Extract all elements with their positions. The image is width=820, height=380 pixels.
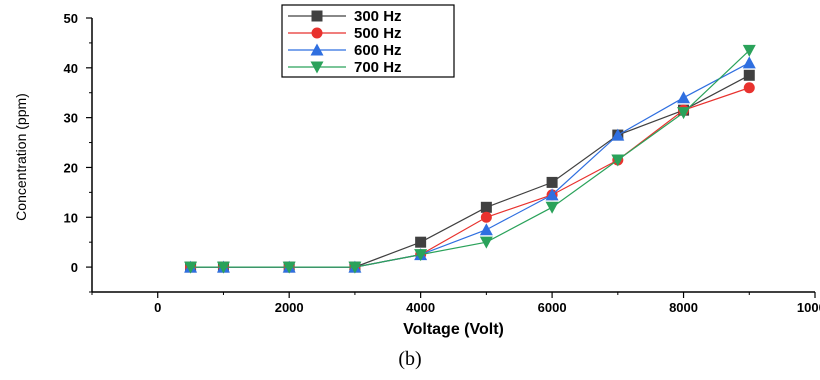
y-tick-label: 0 bbox=[71, 260, 78, 275]
x-tick-label: 2000 bbox=[275, 300, 304, 315]
data-point bbox=[743, 82, 755, 94]
data-point bbox=[480, 201, 492, 213]
series-300-hz bbox=[185, 69, 755, 273]
legend-label: 700 Hz bbox=[354, 59, 402, 76]
x-tick-label: 0 bbox=[154, 300, 161, 315]
y-axis-title: Concentration (ppm) bbox=[13, 93, 29, 221]
legend-marker bbox=[311, 10, 323, 22]
data-point bbox=[611, 128, 625, 141]
series-line bbox=[190, 62, 750, 268]
x-tick-label: 4000 bbox=[406, 300, 435, 315]
data-point bbox=[545, 188, 559, 201]
series-layer bbox=[184, 44, 756, 274]
data-point bbox=[742, 56, 756, 69]
figure-caption: (b) bbox=[398, 348, 422, 370]
series-600-hz bbox=[184, 56, 756, 273]
legend-label: 600 Hz bbox=[354, 42, 402, 59]
data-point bbox=[414, 249, 428, 262]
data-point bbox=[611, 154, 625, 167]
legend-marker bbox=[310, 43, 324, 56]
data-point bbox=[480, 211, 492, 223]
data-point bbox=[742, 44, 756, 57]
data-point bbox=[479, 236, 493, 249]
x-tick-label: 10000 bbox=[797, 300, 820, 315]
y-tick-label: 50 bbox=[64, 11, 78, 26]
legend-label: 500 Hz bbox=[354, 25, 402, 42]
data-point bbox=[479, 223, 493, 236]
data-point bbox=[415, 236, 427, 248]
axes: 0 10 20 30 40 50 0 2000 4000 6000 8000 10000 bbox=[64, 11, 820, 315]
data-point bbox=[677, 107, 691, 120]
series-line bbox=[190, 87, 750, 268]
legend-marker bbox=[310, 61, 324, 74]
series-700-hz bbox=[184, 44, 756, 274]
line-chart: 0 10 20 30 40 50 0 2000 4000 6000 8000 10000 300 Hz… bbox=[13, 4, 820, 338]
data-point bbox=[282, 261, 296, 274]
data-point bbox=[546, 176, 558, 188]
legend-marker bbox=[311, 27, 323, 39]
x-axis-title: Voltage (Volt) bbox=[403, 321, 504, 338]
series-line bbox=[190, 49, 750, 268]
series-500-hz bbox=[185, 82, 755, 273]
legend-box bbox=[281, 4, 455, 78]
y-tick-label: 40 bbox=[64, 61, 78, 76]
data-point bbox=[743, 69, 755, 81]
y-tick-label: 10 bbox=[64, 210, 78, 225]
x-tick-label: 8000 bbox=[669, 300, 698, 315]
legend-label: 300 Hz bbox=[354, 8, 402, 25]
data-point bbox=[216, 261, 230, 274]
data-point bbox=[348, 261, 362, 274]
y-tick-label: 30 bbox=[64, 111, 78, 126]
data-point bbox=[677, 91, 691, 104]
data-point bbox=[545, 201, 559, 214]
data-point bbox=[184, 261, 198, 274]
series-line bbox=[190, 74, 750, 268]
y-tick-label: 20 bbox=[64, 160, 78, 175]
x-tick-label: 6000 bbox=[538, 300, 567, 315]
